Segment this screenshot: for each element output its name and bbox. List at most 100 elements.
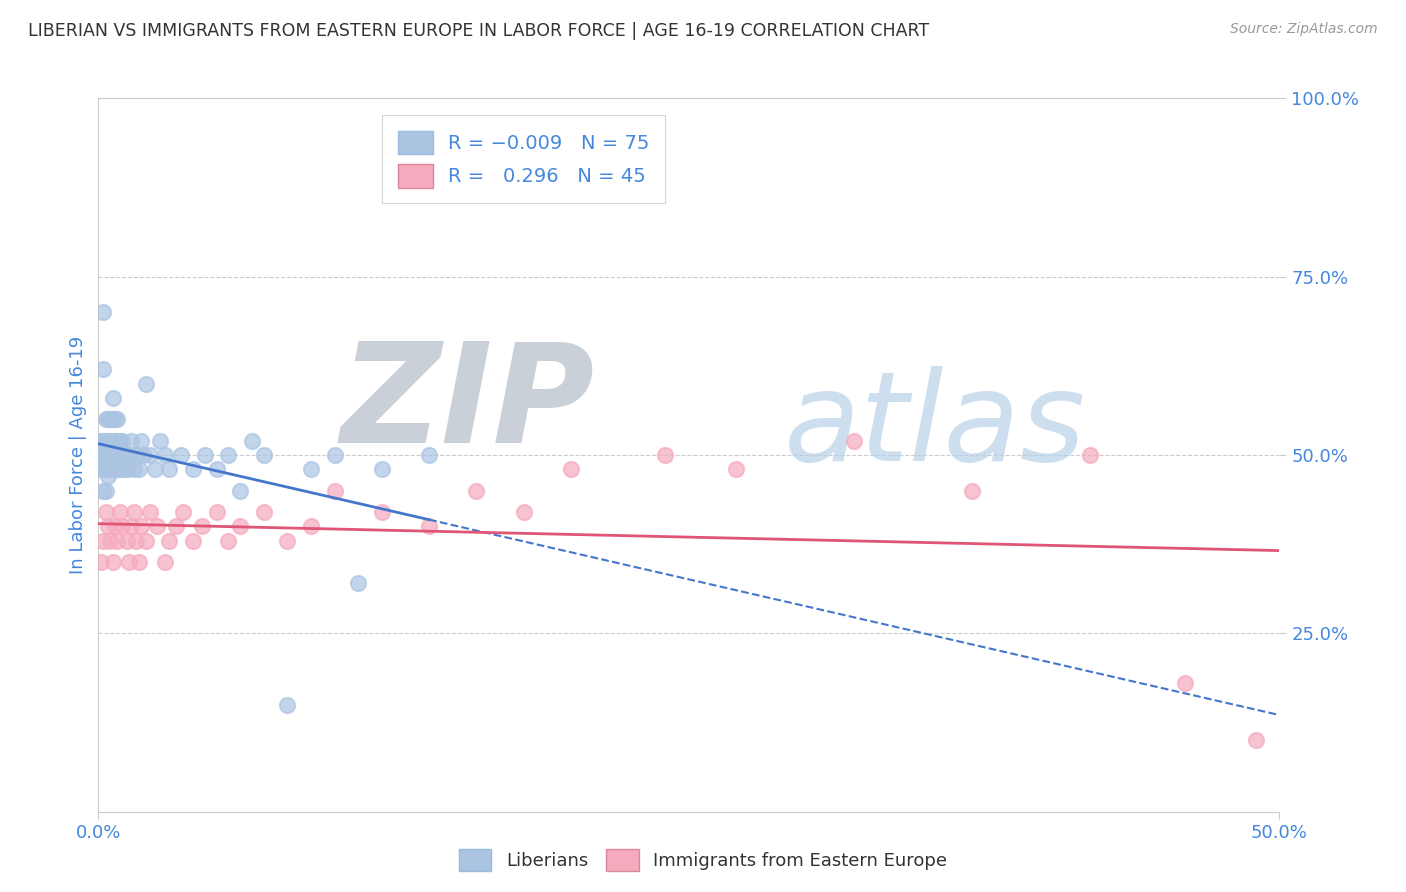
Point [108,505,131,519]
Point [418,448,440,462]
Point [115,462,138,476]
Text: atlas: atlas [783,366,1085,487]
Point [94,483,117,498]
Point [101,391,124,405]
Point [104,434,127,448]
Point [194,448,217,462]
Point [91,533,114,548]
Point [229,519,252,533]
Point [276,533,298,548]
Point [98,412,121,426]
Point [371,462,394,476]
Point [94,462,117,476]
Legend: R = −0.009   N = 75, R =   0.296   N = 45: R = −0.009 N = 75, R = 0.296 N = 45 [382,115,665,203]
Point [90,434,112,448]
Point [111,434,134,448]
Point [132,448,155,462]
Point [101,448,124,462]
Point [299,462,322,476]
Point [97,412,120,426]
Point [115,533,138,548]
Point [1244,733,1267,747]
Point [104,434,127,448]
Point [111,448,134,462]
Point [157,462,180,476]
Point [418,519,440,533]
Point [112,462,135,476]
Point [115,448,138,462]
Point [191,519,214,533]
Point [157,533,180,548]
Point [122,462,145,476]
Point [146,519,169,533]
Point [105,434,128,448]
Point [217,448,239,462]
Point [654,448,676,462]
Point [91,462,114,476]
Point [253,448,276,462]
Point [121,434,143,448]
Point [105,412,128,426]
Point [104,462,127,476]
Point [181,533,204,548]
Point [105,448,128,462]
Point [94,434,117,448]
Point [91,305,114,319]
Point [229,483,252,498]
Point [90,462,112,476]
Point [153,555,176,569]
Point [105,533,128,548]
Point [165,519,187,533]
Point [90,448,112,462]
Point [205,505,228,519]
Point [94,412,117,426]
Point [97,462,120,476]
Point [98,462,121,476]
Point [98,533,121,548]
Point [118,555,141,569]
Text: ZIP: ZIP [340,337,595,473]
Point [217,533,239,548]
Point [101,412,124,426]
Point [111,519,134,533]
Y-axis label: In Labor Force | Age 16-19: In Labor Force | Age 16-19 [69,335,87,574]
Point [129,434,152,448]
Point [135,533,157,548]
Point [323,483,346,498]
Point [108,448,131,462]
Point [465,483,488,498]
Point [139,448,162,462]
Point [90,555,112,569]
Point [323,448,346,462]
Point [181,462,204,476]
Point [512,505,534,519]
Text: LIBERIAN VS IMMIGRANTS FROM EASTERN EUROPE IN LABOR FORCE | AGE 16-19 CORRELATIO: LIBERIAN VS IMMIGRANTS FROM EASTERN EURO… [28,22,929,40]
Point [560,462,582,476]
Point [97,448,120,462]
Point [371,505,394,519]
Point [139,505,162,519]
Point [91,362,114,376]
Point [153,448,176,462]
Point [347,576,370,591]
Point [91,434,114,448]
Point [97,519,120,533]
Point [121,519,143,533]
Point [104,448,127,462]
Point [98,448,121,462]
Legend: Liberians, Immigrants from Eastern Europe: Liberians, Immigrants from Eastern Europ… [451,842,955,879]
Point [276,698,298,712]
Point [122,505,145,519]
Point [98,448,121,462]
Point [94,448,117,462]
Point [135,376,157,391]
Point [253,505,276,519]
Point [844,434,866,448]
Point [98,434,121,448]
Point [97,469,120,483]
Point [170,448,193,462]
Point [97,448,120,462]
Point [98,462,121,476]
Point [94,448,117,462]
Point [104,412,127,426]
